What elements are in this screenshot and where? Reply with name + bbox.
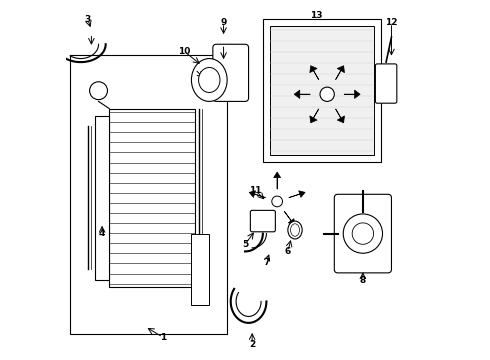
Text: 4: 4 bbox=[99, 229, 105, 238]
Text: 8: 8 bbox=[360, 275, 366, 284]
Text: 10: 10 bbox=[178, 47, 191, 56]
FancyBboxPatch shape bbox=[213, 44, 248, 102]
FancyArrowPatch shape bbox=[284, 211, 294, 225]
Text: 11: 11 bbox=[249, 186, 262, 195]
FancyArrowPatch shape bbox=[289, 191, 305, 198]
Bar bbox=[263, 19, 381, 162]
Circle shape bbox=[90, 82, 107, 100]
Text: 6: 6 bbox=[285, 247, 291, 256]
Circle shape bbox=[272, 196, 283, 207]
Ellipse shape bbox=[198, 67, 220, 93]
FancyArrowPatch shape bbox=[249, 191, 266, 198]
FancyArrowPatch shape bbox=[274, 172, 281, 189]
FancyArrowPatch shape bbox=[310, 109, 319, 123]
Ellipse shape bbox=[288, 221, 302, 239]
FancyBboxPatch shape bbox=[250, 210, 275, 232]
Circle shape bbox=[352, 223, 373, 244]
FancyArrowPatch shape bbox=[294, 90, 310, 98]
Circle shape bbox=[343, 214, 383, 253]
Bar bbox=[70, 55, 227, 334]
Text: 13: 13 bbox=[310, 11, 323, 20]
FancyArrowPatch shape bbox=[336, 66, 344, 80]
Bar bbox=[95, 116, 109, 280]
Text: 9: 9 bbox=[220, 18, 227, 27]
Text: 5: 5 bbox=[242, 240, 248, 249]
FancyArrowPatch shape bbox=[344, 90, 360, 98]
FancyBboxPatch shape bbox=[375, 64, 397, 103]
Ellipse shape bbox=[192, 59, 227, 102]
FancyArrowPatch shape bbox=[260, 211, 270, 225]
Bar bbox=[192, 234, 209, 305]
Bar bbox=[109, 109, 195, 287]
FancyArrowPatch shape bbox=[310, 66, 319, 80]
Bar bbox=[270, 26, 373, 155]
Text: 7: 7 bbox=[263, 258, 270, 267]
FancyArrowPatch shape bbox=[336, 109, 344, 123]
FancyBboxPatch shape bbox=[334, 194, 392, 273]
Text: 12: 12 bbox=[385, 18, 398, 27]
Ellipse shape bbox=[291, 224, 299, 236]
Circle shape bbox=[320, 87, 334, 102]
Text: 1: 1 bbox=[160, 333, 166, 342]
Text: 3: 3 bbox=[85, 15, 91, 24]
Text: 2: 2 bbox=[249, 340, 255, 349]
